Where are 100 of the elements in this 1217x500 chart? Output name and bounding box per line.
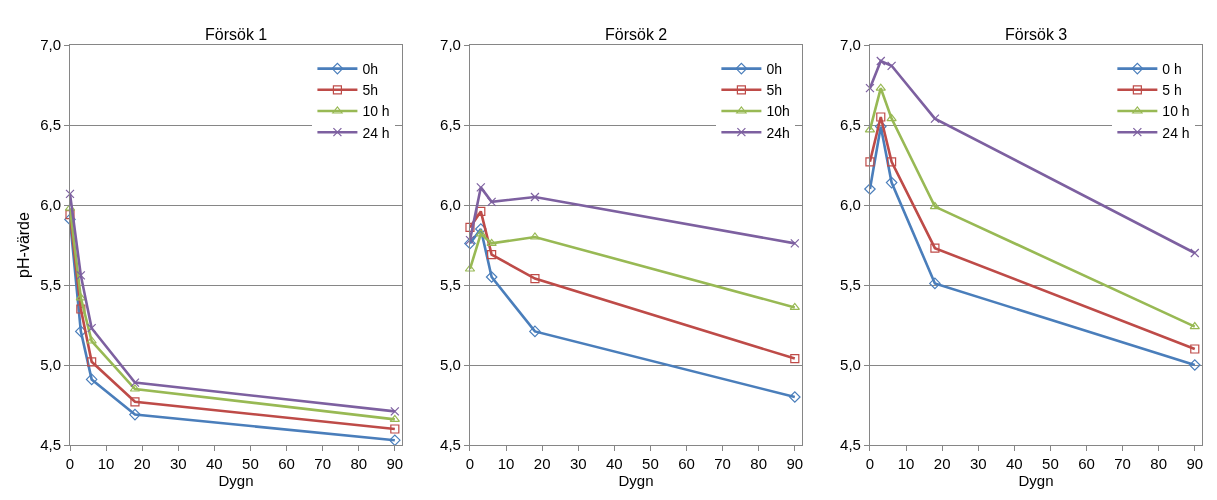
point bbox=[529, 325, 541, 338]
y-tick-label: 7,0 bbox=[840, 36, 861, 54]
point bbox=[885, 176, 898, 189]
x-tick-label: 70 bbox=[714, 455, 731, 472]
point bbox=[85, 373, 98, 386]
legend-label: 5 h bbox=[1162, 82, 1182, 99]
point bbox=[789, 391, 801, 403]
y-tick-label: 4,5 bbox=[440, 436, 461, 454]
point bbox=[790, 238, 800, 248]
x-tick-label: 80 bbox=[1150, 455, 1168, 472]
x-tick-label: 30 bbox=[969, 455, 987, 472]
point bbox=[530, 274, 540, 284]
legend-label: 10 h bbox=[1162, 103, 1190, 120]
x-tick-label: 30 bbox=[569, 455, 587, 472]
y-tick-label: 7,0 bbox=[40, 36, 61, 54]
x-tick-label: 70 bbox=[1114, 455, 1131, 472]
x-tick-label: 80 bbox=[750, 455, 768, 472]
y-tick-label: 6,0 bbox=[840, 196, 861, 214]
point bbox=[930, 114, 940, 124]
x-axis-title: Dygn bbox=[218, 472, 254, 489]
point bbox=[1190, 248, 1200, 258]
y-tick-label: 5,0 bbox=[440, 356, 461, 374]
point bbox=[87, 323, 97, 333]
point bbox=[530, 192, 540, 202]
legend-label: 5h bbox=[766, 82, 782, 99]
point bbox=[87, 357, 97, 367]
point bbox=[887, 61, 897, 71]
point bbox=[886, 114, 897, 122]
x-tick-label: 90 bbox=[786, 455, 804, 472]
point bbox=[465, 235, 475, 245]
x-axis-title: Dygn bbox=[1018, 472, 1054, 489]
y-tick-label: 6,5 bbox=[840, 116, 861, 134]
y-tick-label: 6,5 bbox=[440, 116, 461, 134]
point bbox=[485, 271, 498, 283]
legend-label: 0h bbox=[362, 61, 378, 78]
point bbox=[876, 56, 886, 66]
x-tick-label: 70 bbox=[314, 455, 331, 472]
point bbox=[1190, 344, 1200, 354]
point bbox=[129, 408, 141, 421]
legend-label: 0h bbox=[766, 61, 782, 78]
y-tick-label: 5,0 bbox=[40, 356, 61, 374]
x-tick-label: 30 bbox=[169, 455, 187, 472]
point bbox=[65, 189, 75, 199]
chart-title: Försök 1 bbox=[205, 26, 268, 43]
point bbox=[390, 406, 400, 416]
x-tick-label: 10 bbox=[97, 455, 115, 472]
legend-label: 0 h bbox=[1162, 61, 1182, 78]
x-tick-label: 10 bbox=[897, 455, 915, 472]
x-tick-label: 90 bbox=[386, 455, 404, 472]
y-tick-label: 4,5 bbox=[40, 436, 61, 454]
point bbox=[486, 238, 497, 246]
point bbox=[130, 378, 140, 388]
legend-label: 24 h bbox=[362, 124, 390, 141]
x-tick-label: 40 bbox=[1005, 455, 1023, 472]
point bbox=[130, 397, 140, 407]
x-tick-label: 90 bbox=[1186, 455, 1204, 472]
point bbox=[476, 182, 486, 192]
y-tick-label: 6,0 bbox=[40, 196, 61, 214]
point bbox=[864, 183, 876, 195]
point bbox=[865, 157, 875, 167]
point bbox=[76, 304, 86, 314]
x-tick-label: 50 bbox=[242, 455, 259, 472]
y-tick-label: 6,5 bbox=[40, 116, 61, 134]
x-tick-label: 60 bbox=[278, 455, 295, 472]
y-tick-label: 7,0 bbox=[440, 36, 461, 54]
x-tick-label: 60 bbox=[1078, 455, 1095, 472]
point bbox=[465, 222, 475, 232]
point bbox=[1189, 322, 1200, 330]
point bbox=[865, 83, 875, 93]
point bbox=[389, 434, 401, 446]
y-tick-label: 5,5 bbox=[40, 276, 61, 294]
point bbox=[487, 197, 497, 207]
y-tick-label: 5,5 bbox=[840, 276, 861, 294]
point bbox=[929, 277, 941, 290]
x-tick-label: 10 bbox=[497, 455, 515, 472]
point bbox=[390, 424, 400, 434]
point bbox=[930, 243, 940, 253]
y-tick-label: 5,0 bbox=[840, 356, 861, 374]
x-tick-label: 20 bbox=[933, 455, 951, 472]
point bbox=[487, 250, 497, 260]
point bbox=[875, 83, 886, 91]
x-tick-label: 0 bbox=[865, 455, 875, 472]
y-tick-label: 4,5 bbox=[840, 436, 861, 454]
x-tick-label: 40 bbox=[206, 455, 223, 472]
x-tick-label: 50 bbox=[642, 455, 659, 472]
x-tick-label: 20 bbox=[533, 455, 551, 472]
x-axis-title: Dygn bbox=[618, 472, 654, 489]
legend-label: 10h bbox=[766, 103, 790, 120]
x-tick-label: 40 bbox=[606, 455, 623, 472]
x-tick-label: 50 bbox=[1042, 455, 1059, 472]
legend-label: 10 h bbox=[362, 103, 390, 120]
point bbox=[86, 336, 97, 344]
point bbox=[76, 270, 86, 280]
x-tick-label: 60 bbox=[678, 455, 695, 472]
legend-label: 5h bbox=[362, 82, 378, 99]
point bbox=[75, 325, 87, 338]
x-tick-label: 80 bbox=[350, 455, 368, 472]
chart-title: Försök 3 bbox=[1005, 26, 1068, 43]
legend-label: 24h bbox=[766, 124, 790, 141]
legend-label: 24 h bbox=[1162, 124, 1190, 141]
